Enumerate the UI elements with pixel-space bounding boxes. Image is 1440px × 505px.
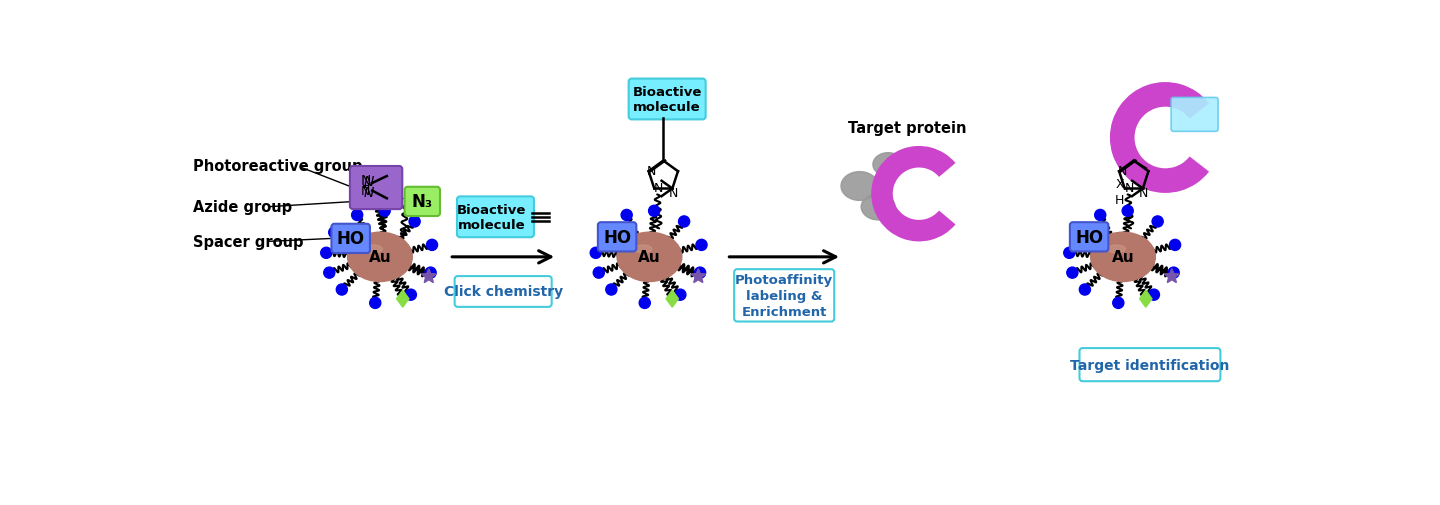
Circle shape: [351, 210, 363, 221]
Circle shape: [1064, 248, 1074, 259]
Text: N: N: [1139, 186, 1148, 199]
Text: Spacer group: Spacer group: [193, 234, 304, 249]
Circle shape: [694, 268, 706, 279]
Circle shape: [405, 289, 416, 300]
Text: N₃: N₃: [412, 193, 433, 211]
Polygon shape: [422, 269, 436, 283]
Text: N: N: [360, 174, 370, 187]
Polygon shape: [1165, 269, 1179, 283]
Circle shape: [590, 248, 602, 259]
Circle shape: [1113, 298, 1123, 309]
Circle shape: [1148, 289, 1159, 300]
Circle shape: [1080, 284, 1090, 295]
Text: Au: Au: [369, 250, 392, 265]
Text: Target identification: Target identification: [1070, 358, 1230, 372]
Text: Click chemistry: Click chemistry: [444, 285, 563, 299]
Circle shape: [337, 284, 347, 295]
Ellipse shape: [841, 172, 878, 201]
Text: HO: HO: [337, 230, 364, 248]
Ellipse shape: [364, 245, 383, 254]
Text: Photoaffinity
labeling &
Enrichment: Photoaffinity labeling & Enrichment: [736, 273, 834, 318]
Circle shape: [328, 227, 340, 238]
Text: N: N: [364, 186, 374, 200]
Text: N: N: [1125, 182, 1135, 195]
Circle shape: [1122, 206, 1133, 217]
Circle shape: [606, 284, 616, 295]
Text: N: N: [654, 182, 664, 195]
Circle shape: [426, 240, 438, 251]
Text: Au: Au: [1112, 250, 1135, 265]
Text: Photoreactive group: Photoreactive group: [193, 159, 363, 174]
Circle shape: [678, 217, 690, 228]
Ellipse shape: [1090, 233, 1155, 282]
Text: Au: Au: [638, 250, 661, 265]
Text: Bioactive
molecule: Bioactive molecule: [632, 86, 701, 114]
Ellipse shape: [861, 194, 896, 221]
Text: N: N: [1117, 165, 1128, 178]
FancyBboxPatch shape: [1070, 223, 1109, 252]
FancyBboxPatch shape: [405, 187, 441, 217]
FancyBboxPatch shape: [331, 224, 370, 254]
Ellipse shape: [618, 233, 681, 282]
FancyBboxPatch shape: [1171, 98, 1218, 132]
FancyBboxPatch shape: [734, 270, 834, 322]
Circle shape: [598, 227, 609, 238]
Circle shape: [370, 298, 380, 309]
Circle shape: [1071, 227, 1083, 238]
Text: N̅: N̅: [360, 185, 370, 198]
Polygon shape: [667, 291, 678, 308]
Ellipse shape: [347, 233, 412, 282]
Circle shape: [696, 240, 707, 251]
Text: N: N: [668, 186, 678, 199]
FancyBboxPatch shape: [629, 79, 706, 120]
FancyBboxPatch shape: [598, 223, 636, 252]
Circle shape: [675, 289, 685, 300]
Polygon shape: [1139, 291, 1152, 308]
Circle shape: [1094, 210, 1106, 221]
Circle shape: [409, 217, 420, 228]
Polygon shape: [691, 269, 706, 283]
Circle shape: [621, 210, 632, 221]
Text: N: N: [364, 175, 374, 189]
Ellipse shape: [873, 154, 903, 177]
Polygon shape: [396, 291, 409, 308]
Circle shape: [321, 248, 331, 259]
Wedge shape: [871, 146, 956, 242]
Text: N: N: [647, 165, 657, 178]
Text: HO: HO: [1076, 228, 1103, 246]
Text: H: H: [1115, 193, 1125, 207]
Text: HO: HO: [603, 228, 631, 246]
Circle shape: [648, 206, 660, 217]
Circle shape: [1168, 268, 1179, 279]
Text: Azide group: Azide group: [193, 200, 292, 215]
Circle shape: [425, 268, 436, 279]
Text: Bioactive
molecule: Bioactive molecule: [456, 204, 526, 231]
FancyBboxPatch shape: [350, 167, 402, 210]
Circle shape: [1169, 240, 1181, 251]
Circle shape: [1152, 217, 1164, 228]
FancyBboxPatch shape: [1080, 348, 1221, 381]
Ellipse shape: [634, 245, 652, 254]
Ellipse shape: [1107, 245, 1126, 254]
FancyBboxPatch shape: [456, 197, 534, 238]
Text: Target protein: Target protein: [848, 121, 966, 136]
Circle shape: [324, 268, 336, 279]
Text: X: X: [1116, 178, 1125, 191]
Circle shape: [379, 206, 390, 217]
Wedge shape: [1110, 83, 1210, 193]
Circle shape: [639, 298, 651, 309]
Circle shape: [593, 268, 605, 279]
FancyBboxPatch shape: [455, 277, 552, 307]
Circle shape: [1067, 268, 1079, 279]
